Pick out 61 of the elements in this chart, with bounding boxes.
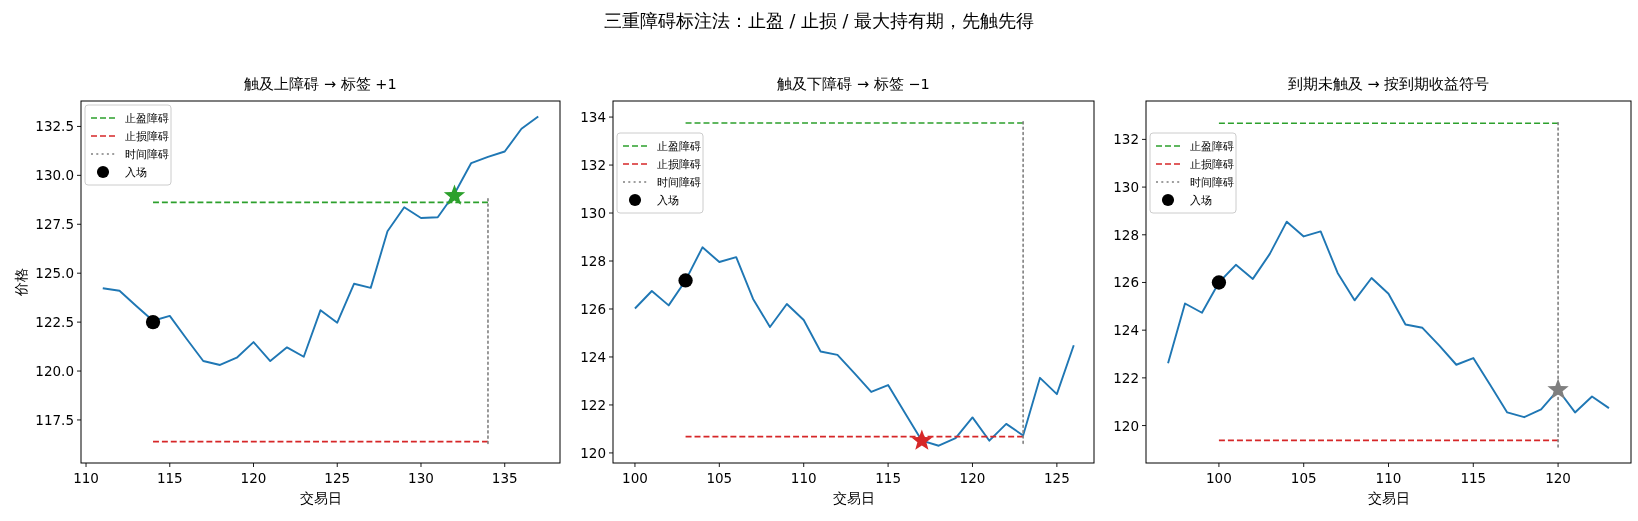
x-tick-label: 120 bbox=[1545, 470, 1571, 486]
legend-label: 时间障碍 bbox=[1190, 176, 1234, 188]
legend-label: 入场 bbox=[657, 194, 679, 206]
y-tick-label: 127.5 bbox=[35, 216, 74, 233]
x-axis-title: 交易日 bbox=[832, 490, 875, 506]
legend-label: 止盈障碍 bbox=[125, 112, 169, 124]
y-tick-label: 122 bbox=[580, 396, 606, 413]
x-tick-label: 100 bbox=[1206, 470, 1232, 486]
x-tick-label: 110 bbox=[73, 470, 99, 486]
x-tick-label: 125 bbox=[1043, 470, 1070, 486]
y-tick-label: 120 bbox=[1113, 417, 1139, 434]
y-tick-label: 130 bbox=[1113, 179, 1139, 196]
x-tick-label: 110 bbox=[790, 470, 817, 486]
x-tick-label: 130 bbox=[408, 470, 434, 486]
x-tick-label: 105 bbox=[706, 470, 733, 486]
y-tick-label: 132 bbox=[1113, 131, 1139, 148]
x-tick-label: 105 bbox=[1290, 470, 1317, 486]
y-tick-label: 128 bbox=[1113, 226, 1139, 243]
y-tick-label: 126 bbox=[580, 300, 606, 317]
legend-label: 止损障碍 bbox=[1190, 158, 1234, 170]
legend-label: 入场 bbox=[125, 166, 147, 178]
y-tick-label: 132.5 bbox=[35, 118, 74, 135]
y-tick-label: 122 bbox=[1113, 369, 1139, 386]
x-tick-label: 110 bbox=[1375, 470, 1402, 486]
y-tick-label: 132 bbox=[580, 157, 606, 174]
x-tick-label: 125 bbox=[324, 470, 351, 486]
x-tick-label: 115 bbox=[875, 470, 901, 486]
x-axis-title: 交易日 bbox=[1367, 490, 1410, 506]
legend-label: 止盈障碍 bbox=[657, 140, 701, 152]
chart-subtitle: 到期未触及 → 按到期收益符号 bbox=[1287, 76, 1490, 92]
legend-label: 入场 bbox=[1190, 194, 1212, 206]
legend-label: 止损障碍 bbox=[657, 158, 701, 170]
y-tick-label: 120.0 bbox=[35, 363, 74, 380]
y-tick-label: 124 bbox=[580, 348, 606, 365]
y-tick-label: 128 bbox=[580, 253, 606, 270]
y-tick-label: 122.5 bbox=[35, 314, 74, 331]
legend-label: 时间障碍 bbox=[657, 176, 701, 188]
y-axis-title: 价格 bbox=[13, 268, 29, 297]
x-tick-label: 100 bbox=[622, 470, 648, 486]
y-tick-label: 120 bbox=[580, 444, 606, 461]
y-tick-label: 125.0 bbox=[35, 265, 74, 282]
x-tick-label: 115 bbox=[156, 470, 183, 486]
chart-subtitle: 触及下障碍 → 标签 −1 bbox=[777, 76, 930, 92]
x-tick-label: 120 bbox=[240, 470, 267, 486]
line-series bbox=[101, 115, 540, 366]
y-tick-label: 130 bbox=[580, 205, 606, 222]
y-tick-label: 134 bbox=[580, 109, 606, 126]
y-tick-label: 126 bbox=[1113, 274, 1139, 291]
legend-label: 止盈障碍 bbox=[1190, 140, 1234, 152]
x-tick-label: 120 bbox=[959, 470, 986, 486]
legend-label: 时间障碍 bbox=[125, 148, 169, 160]
y-tick-label: 130.0 bbox=[35, 167, 74, 184]
chart-subtitle: 触及上障碍 → 标签 +1 bbox=[244, 76, 397, 92]
x-axis-title: 交易日 bbox=[299, 490, 342, 506]
y-tick-label: 124 bbox=[1113, 322, 1139, 339]
legend-label: 止损障碍 bbox=[125, 130, 169, 142]
x-tick-label: 135 bbox=[491, 470, 518, 486]
x-tick-label: 115 bbox=[1460, 470, 1487, 486]
chart-title: 三重障碍标注法：止盈 / 止损 / 最大持有期，先触先得 bbox=[603, 11, 1035, 31]
line-series bbox=[1167, 220, 1610, 419]
y-tick-label: 117.5 bbox=[35, 411, 74, 428]
